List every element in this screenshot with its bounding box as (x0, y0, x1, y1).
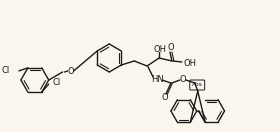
Text: O: O (162, 93, 168, 102)
Text: OH: OH (184, 58, 197, 67)
Text: Cl: Cl (2, 66, 10, 75)
Text: OH: OH (153, 44, 167, 53)
Text: O: O (168, 44, 174, 53)
Text: O: O (179, 76, 186, 84)
Text: HN: HN (151, 74, 164, 84)
Text: Abs: Abs (192, 82, 203, 88)
FancyBboxPatch shape (190, 80, 205, 90)
Text: Cl: Cl (53, 78, 61, 87)
Text: O: O (67, 67, 74, 76)
